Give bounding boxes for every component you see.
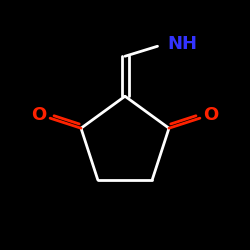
Text: O: O: [31, 106, 46, 124]
Text: NH: NH: [168, 35, 198, 53]
Text: O: O: [204, 106, 219, 124]
